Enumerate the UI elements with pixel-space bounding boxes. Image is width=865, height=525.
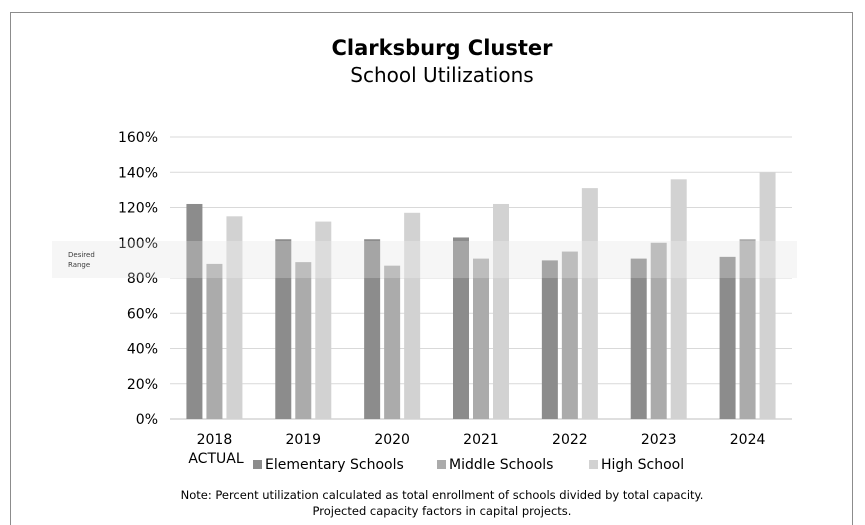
x-tick-label-2023: 2023: [641, 432, 677, 448]
x-axis-ticks: 2018 2019 2020 2021 2022 2023 2024: [197, 432, 766, 448]
bar-2023-2: [670, 179, 687, 419]
x-tick-label-2019: 2019: [285, 432, 321, 448]
y-tick-label: 0%: [136, 412, 158, 428]
chart-subtitle: School Utilizations: [350, 63, 533, 87]
y-tick-label: 120%: [118, 201, 158, 217]
bar-2024-2: [759, 172, 776, 419]
bar-2021-0: [453, 237, 469, 419]
bar-2023-1: [650, 242, 667, 419]
x-tick-label-2018: 2018: [197, 432, 233, 448]
bar-2022-2: [581, 188, 598, 419]
legend: Elementary Schools Middle Schools High Sch…: [253, 457, 684, 473]
y-axis-ticks: 0% 20% 40% 60% 80% 100% 120% 140% 160%: [118, 130, 158, 428]
legend-swatch-2: [589, 460, 598, 469]
bar-2019-2: [315, 221, 332, 419]
x-tick-label-2021: 2021: [463, 432, 499, 448]
legend-label-0: Elementary Schools: [265, 457, 404, 473]
note-line-1: Note: Percent utilization calculated as …: [181, 488, 704, 502]
bar-2021-2: [493, 203, 509, 419]
bar-2018-2: [226, 216, 243, 419]
y-tick-label: 160%: [118, 130, 158, 146]
bars: [186, 172, 776, 419]
y-tick-label: 40%: [127, 342, 158, 358]
bar-2020-2: [404, 212, 421, 419]
y-tick-label: 20%: [127, 377, 158, 393]
desired-range-label-1: Desired: [68, 251, 95, 259]
desired-range-overlay-rect: [52, 240, 797, 278]
bar-2021-1: [473, 258, 489, 419]
bar-2019-1: [295, 262, 312, 419]
bar-2023-0: [630, 258, 647, 419]
desired-range-overlay: [52, 240, 797, 278]
x-tick-label-2024: 2024: [730, 432, 766, 448]
y-tick-label: 60%: [127, 306, 158, 322]
bar-2020-0: [364, 239, 381, 419]
x-tick-label-2022: 2022: [552, 432, 588, 448]
bar-2019-0: [275, 239, 292, 419]
bar-2022-1: [561, 251, 578, 419]
x-tick-label-2020: 2020: [374, 432, 410, 448]
bar-2022-0: [541, 260, 558, 419]
legend-label-2: High School: [601, 457, 684, 473]
bar-2018-1: [206, 263, 223, 419]
y-tick-label: 140%: [118, 165, 158, 181]
bar-2020-1: [384, 265, 401, 419]
bar-2024-1: [739, 239, 756, 419]
legend-label-1: Middle Schools: [449, 457, 553, 473]
legend-swatch-1: [437, 460, 446, 469]
desired-range-label-2: Range: [68, 261, 90, 269]
legend-swatch-0: [253, 460, 262, 469]
chart-title: Clarksburg Cluster: [332, 36, 554, 60]
bar-2024-0: [719, 256, 736, 419]
note-line-2: Projected capacity factors in capital pr…: [313, 504, 572, 518]
y-tick-label: 80%: [127, 271, 158, 287]
bar-2018-0: [186, 203, 203, 419]
y-tick-label: 100%: [118, 236, 158, 252]
x-tick-sublabel-2018: ACTUAL: [188, 451, 243, 467]
